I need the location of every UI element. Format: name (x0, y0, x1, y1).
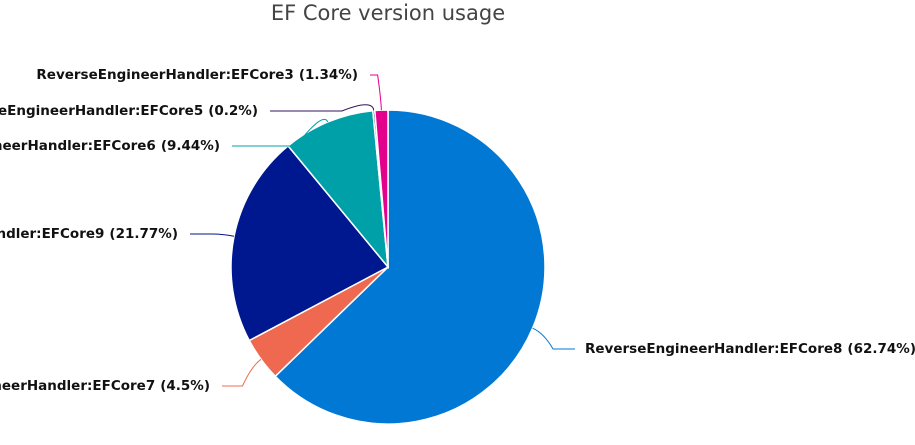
value-label: (1.34%) (299, 67, 358, 83)
data-label: ReverseEngineerHandler:EFCore6 (9.44%) (0, 138, 220, 154)
category-label: ReverseEngineerHandler:EFCore9 (0, 226, 104, 242)
leader-line (222, 358, 262, 387)
data-label: ReverseEngineerHandler:EFCore3 (1.34%) (36, 67, 358, 83)
category-label: ReverseEngineerHandler:EFCore6 (0, 138, 156, 154)
value-label: (4.5%) (160, 378, 210, 394)
category-label: ReverseEngineerHandler:EFCore5 (0, 103, 203, 119)
pie-slice (230, 144, 390, 342)
value-label: (21.77%) (109, 226, 178, 242)
value-label: (0.2%) (208, 103, 258, 119)
chart-title: EF Core version usage (271, 1, 505, 25)
leader-line (190, 233, 235, 237)
leader-line (232, 118, 329, 147)
pie-slice (274, 109, 546, 425)
data-label: ReverseEngineerHandler:EFCore9 (21.77%) (0, 226, 178, 242)
pie-slice (287, 109, 389, 270)
value-label: (62.74%) (847, 341, 915, 357)
data-label: ReverseEngineerHandler:EFCore8 (62.74%) (585, 341, 915, 357)
category-label: ReverseEngineerHandler:EFCore7 (0, 378, 155, 394)
data-label: ReverseEngineerHandler:EFCore5 (0.2%) (0, 103, 258, 119)
category-label: ReverseEngineerHandler:EFCore8 (585, 341, 842, 357)
value-label: (9.44%) (161, 138, 220, 154)
leader-line (370, 74, 382, 111)
leader-line (270, 104, 375, 112)
category-label: ReverseEngineerHandler:EFCore3 (36, 67, 293, 83)
data-label: ReverseEngineerHandler:EFCore7 (4.5%) (0, 378, 210, 394)
leader-line (532, 327, 575, 350)
